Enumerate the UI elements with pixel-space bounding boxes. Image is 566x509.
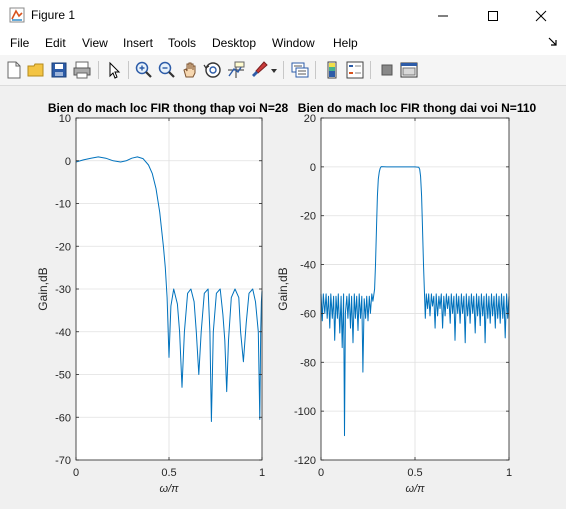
window-title: Figure 1 — [31, 8, 76, 22]
y-tick-label: 0 — [310, 162, 316, 174]
brush-icon[interactable] — [249, 60, 269, 80]
menu-tools[interactable]: Tools — [168, 36, 197, 50]
menu-file[interactable]: File — [10, 36, 30, 50]
matlab-figure-icon — [9, 7, 25, 23]
y-tick-label: -60 — [300, 308, 316, 320]
menu-insert[interactable]: Insert — [123, 36, 154, 50]
insert-legend-icon[interactable] — [345, 60, 365, 80]
rotate-icon[interactable] — [203, 60, 223, 80]
data-cursor-icon[interactable] — [226, 60, 246, 80]
print-icon[interactable] — [72, 60, 92, 80]
menu-view[interactable]: View — [82, 36, 108, 50]
zoom-out-icon[interactable] — [157, 60, 177, 80]
y-tick-label: 10 — [59, 113, 71, 125]
toolbar-separator — [98, 61, 99, 79]
menu-help[interactable]: Help — [333, 36, 358, 50]
y-tick-label: -100 — [294, 406, 316, 418]
y-tick-label: -60 — [55, 412, 71, 424]
y-tick-label: -40 — [300, 260, 316, 272]
menu-edit[interactable]: Edit — [45, 36, 66, 50]
x-axis-label: ω/π — [160, 483, 180, 495]
toolbar-separator — [283, 61, 284, 79]
title-bar: Figure 1 — [0, 0, 566, 31]
y-tick-label: -80 — [300, 357, 316, 369]
menu-desktop[interactable]: Desktop — [212, 36, 257, 50]
y-tick-label: 20 — [304, 113, 316, 125]
y-tick-label: 0 — [65, 156, 71, 168]
close-icon — [535, 10, 547, 21]
pointer-icon[interactable] — [104, 60, 124, 80]
hide-plot-tools-icon[interactable] — [377, 60, 397, 80]
x-tick-label: 1 — [259, 467, 265, 479]
zoom-in-icon[interactable] — [134, 60, 154, 80]
toolbar-separator — [315, 61, 316, 79]
y-tick-label: -20 — [300, 211, 316, 223]
y-axis-label: Gain,dB — [36, 267, 50, 310]
open-file-icon[interactable] — [26, 60, 46, 80]
y-tick-label: -50 — [55, 370, 71, 382]
close-button[interactable] — [518, 0, 564, 31]
x-tick-label: 0 — [318, 467, 324, 479]
insert-colorbar-icon[interactable] — [322, 60, 342, 80]
toolbar — [0, 55, 566, 86]
menu-window[interactable]: Window — [272, 36, 315, 50]
x-tick-label: 0 — [73, 467, 79, 479]
y-tick-label: -10 — [55, 199, 71, 211]
y-tick-label: -70 — [55, 455, 71, 467]
series-line — [75, 156, 263, 422]
y-tick-label: -30 — [55, 284, 71, 296]
maximize-button[interactable] — [470, 0, 516, 31]
show-plot-tools-icon[interactable] — [399, 60, 419, 80]
y-tick-label: -120 — [294, 455, 316, 467]
menu-bar: File Edit View Insert Tools Desktop Wind… — [0, 31, 566, 55]
series-line — [320, 166, 510, 437]
toolbar-separator — [370, 61, 371, 79]
new-figure-icon[interactable] — [4, 60, 24, 80]
pan-icon[interactable] — [180, 60, 200, 80]
minimize-button[interactable] — [420, 0, 466, 31]
x-tick-label: 0.5 — [161, 467, 176, 479]
dock-arrow-icon[interactable] — [548, 37, 558, 47]
chart-title: Bien do mach loc FIR thong thap voi N=28 — [48, 101, 289, 115]
figure-canvas[interactable]: 10 0 -10 -20 -30 -40 -50 -60 -70 0 0.5 1 ω/π Gain,dB B… — [0, 86, 566, 504]
maximize-icon — [488, 10, 498, 21]
y-axis-label: Gain,dB — [276, 267, 290, 310]
minimize-icon — [438, 15, 448, 16]
chart-title: Bien do mach loc FIR thong dai voi N=110 — [298, 101, 537, 115]
x-tick-label: 1 — [506, 467, 512, 479]
link-plot-icon[interactable] — [290, 60, 310, 80]
toolbar-separator — [128, 61, 129, 79]
x-tick-label: 0.5 — [407, 467, 422, 479]
plot-area[interactable]: 100-10-20-30-40-50-60-700 0.5 1ω/πGain,dBB… — [0, 86, 566, 504]
brush-dropdown-icon[interactable] — [271, 68, 277, 74]
save-icon[interactable] — [49, 60, 69, 80]
x-axis-label: ω/π — [406, 483, 426, 495]
y-tick-label: -40 — [55, 327, 71, 339]
y-tick-label: -20 — [55, 241, 71, 253]
